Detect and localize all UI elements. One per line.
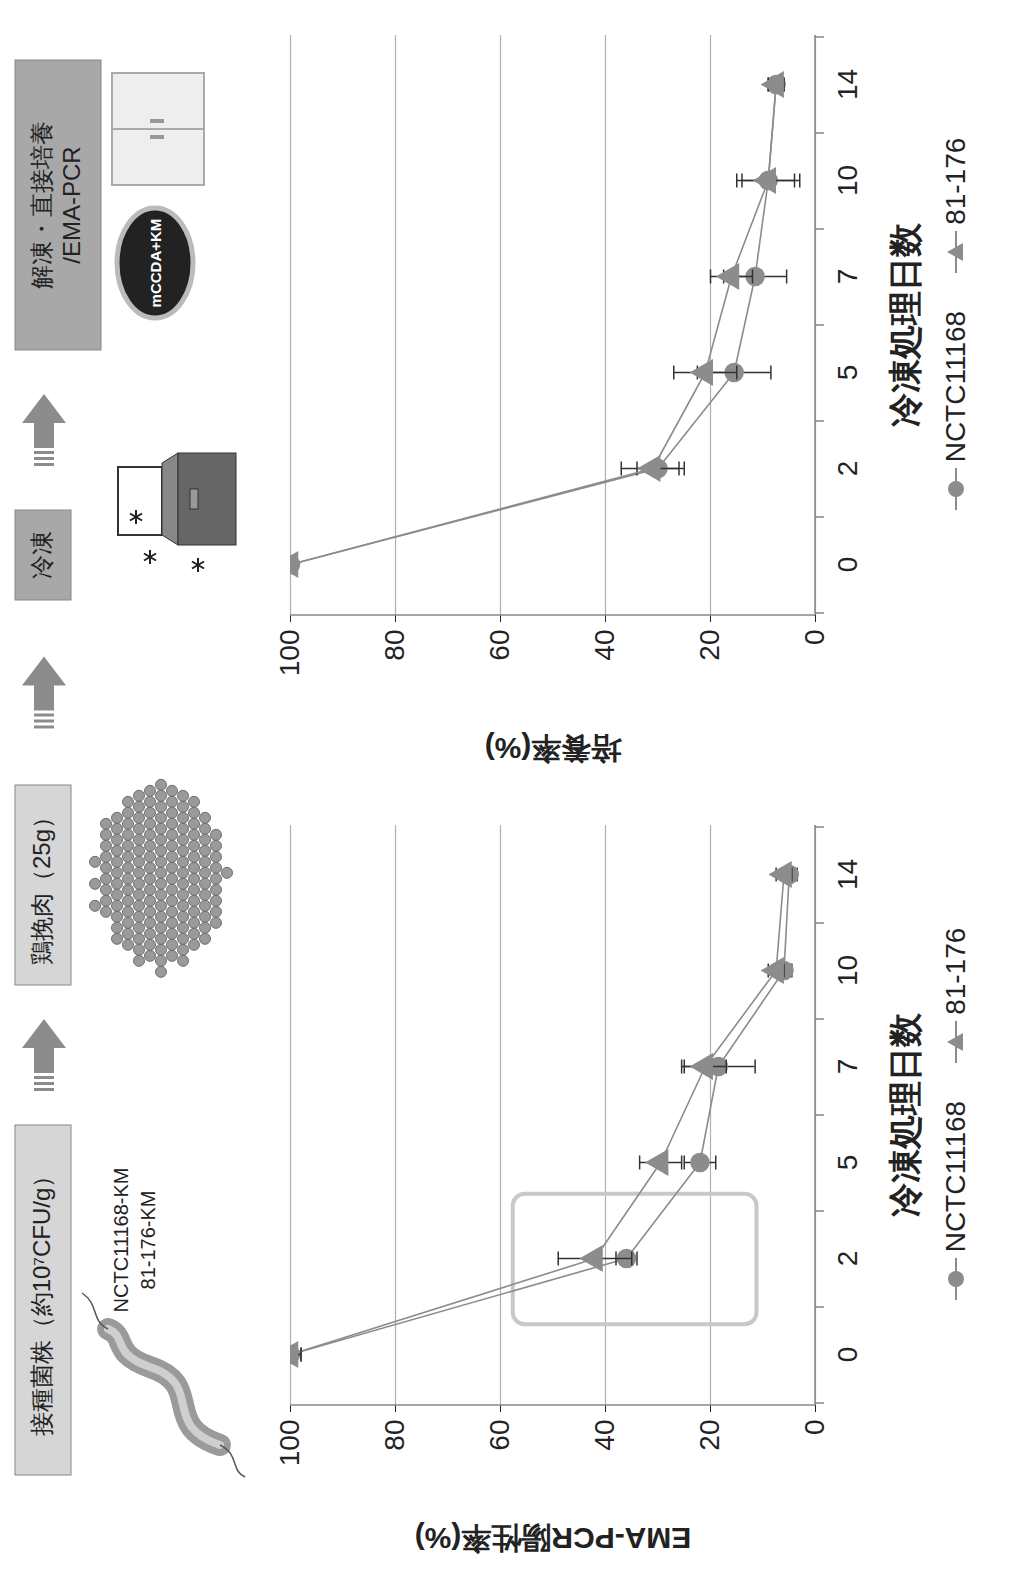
- html-text:NCTC11168: NCTC11168: [940, 310, 971, 463]
- svg-text:60: 60: [484, 1420, 515, 1451]
- html-text:NCTC11168: NCTC11168: [940, 1100, 971, 1253]
- svg-text:2: 2: [832, 1251, 863, 1267]
- svg-text:mCCDA+KM: mCCDA+KM: [147, 219, 164, 308]
- html-text:冷凍処理日数: 冷凍処理日数: [886, 1013, 924, 1217]
- svg-text:20: 20: [694, 630, 725, 661]
- svg-text:40: 40: [589, 1420, 620, 1451]
- svg-text:/EMA-PCR: /EMA-PCR: [58, 146, 85, 263]
- svg-text:80: 80: [379, 1420, 410, 1451]
- svg-text:2: 2: [832, 461, 863, 477]
- svg-text:5: 5: [832, 365, 863, 381]
- svg-text:0: 0: [799, 630, 830, 646]
- svg-text:100: 100: [274, 630, 305, 677]
- html-text:冷凍処理日数: 冷凍処理日数: [886, 223, 924, 427]
- svg-text:解凍・直接培養: 解凍・直接培養: [28, 121, 55, 289]
- svg-text:10: 10: [832, 165, 863, 196]
- svg-text:7: 7: [832, 269, 863, 285]
- svg-text:40: 40: [589, 630, 620, 661]
- svg-text:81-176-KM: 81-176-KM: [137, 1191, 159, 1290]
- svg-text:20: 20: [694, 1420, 725, 1451]
- svg-text:NCTC11168-KM: NCTC11168-KM: [110, 1168, 132, 1313]
- svg-text:60: 60: [484, 630, 515, 661]
- svg-text:5: 5: [832, 1155, 863, 1171]
- svg-text:80: 80: [379, 630, 410, 661]
- svg-text:7: 7: [832, 1059, 863, 1075]
- html-text:EMA-PCR陽性率(%): EMA-PCR陽性率(%): [414, 1521, 691, 1555]
- html-text:81-176: 81-176: [940, 137, 971, 225]
- html-text:培養率(%): 培養率(%): [484, 731, 621, 765]
- svg-text:接種菌株（約10⁷CFU/g）: 接種菌株（約10⁷CFU/g）: [28, 1164, 55, 1437]
- svg-text:鶏挽肉（25g）: 鶏挽肉（25g）: [28, 805, 55, 965]
- svg-text:10: 10: [832, 955, 863, 986]
- svg-text:100: 100: [274, 1420, 305, 1467]
- svg-text:14: 14: [832, 859, 863, 890]
- svg-text:冷凍: 冷凍: [28, 531, 55, 579]
- svg-text:0: 0: [832, 1347, 863, 1363]
- svg-text:0: 0: [799, 1420, 830, 1436]
- svg-text:14: 14: [832, 69, 863, 100]
- html-text:81-176: 81-176: [940, 927, 971, 1015]
- svg-text:0: 0: [832, 557, 863, 573]
